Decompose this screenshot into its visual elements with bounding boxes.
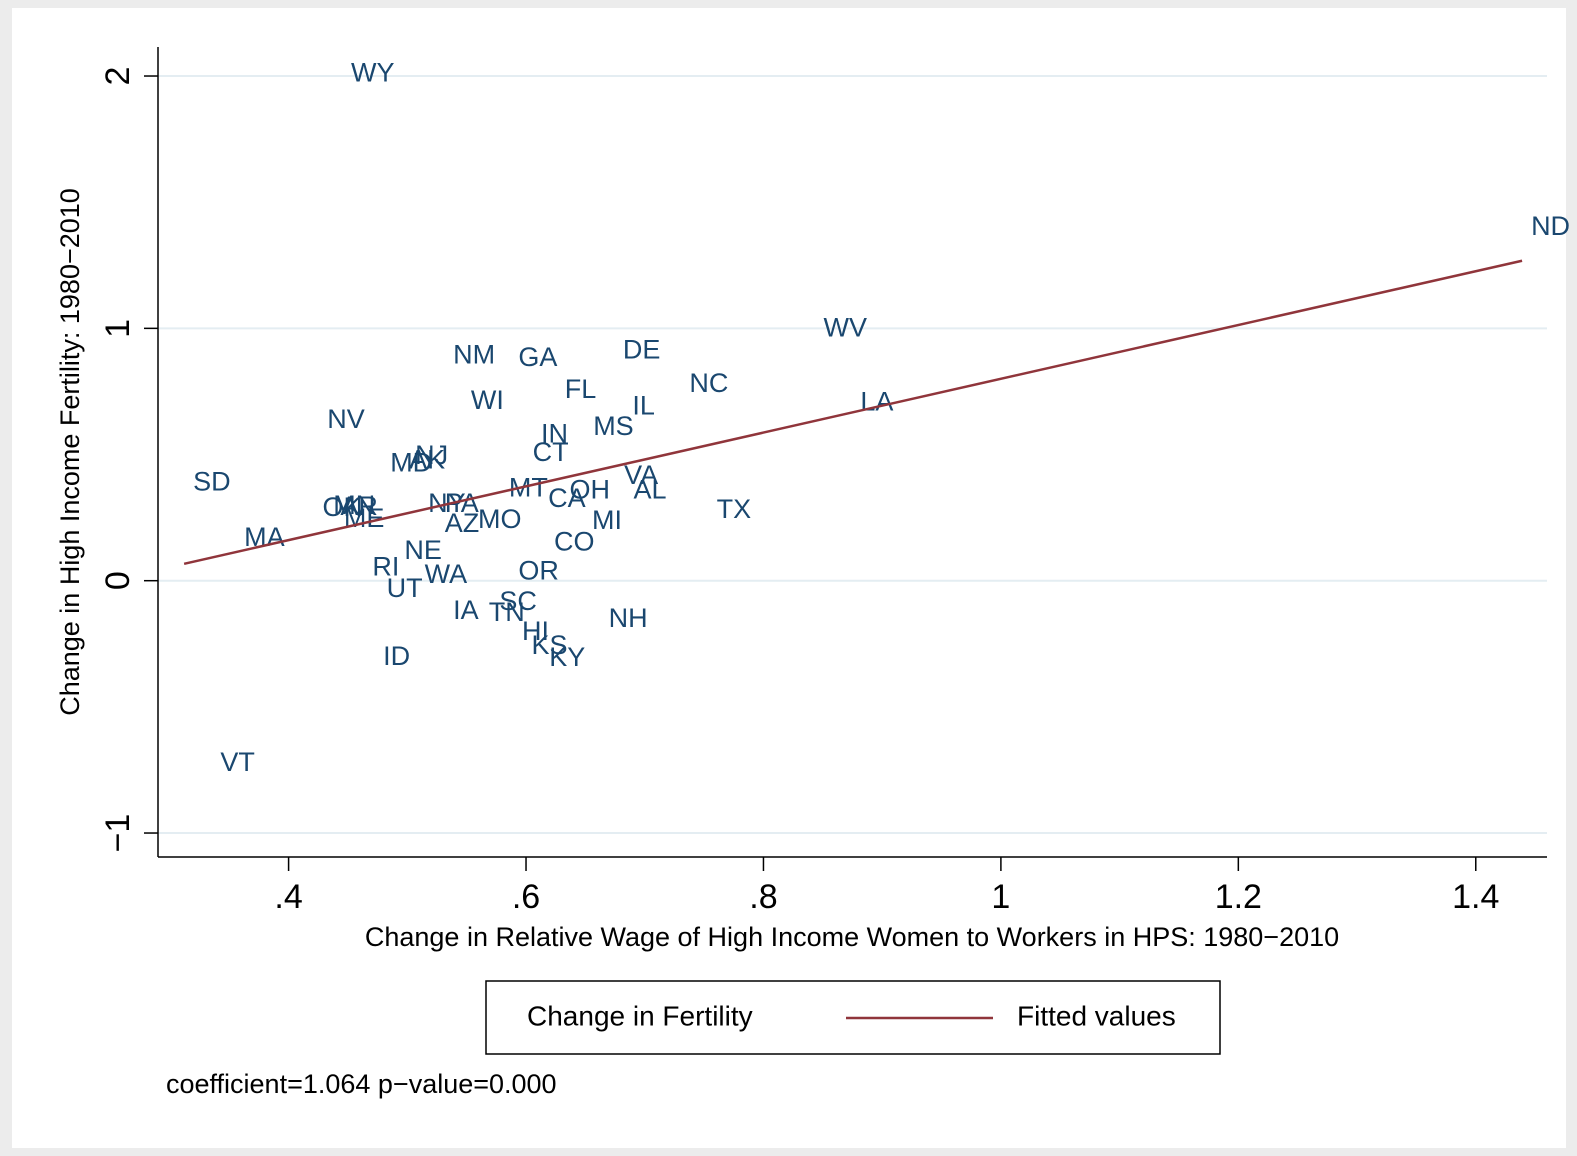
point-label: MD <box>390 448 432 478</box>
point-label: MO <box>478 504 522 534</box>
x-tick-label: 1 <box>991 878 1010 916</box>
point-label: VA <box>624 460 658 490</box>
x-tick-label: .8 <box>749 878 777 916</box>
point-label: SD <box>193 467 231 497</box>
point-label: LA <box>860 387 893 417</box>
point-label: GA <box>518 342 557 372</box>
point-label: ND <box>1531 211 1570 241</box>
point-label: AK <box>409 445 445 475</box>
y-tick-label: 0 <box>99 571 137 590</box>
x-tick-label: 1.2 <box>1215 878 1262 916</box>
point-label: HI <box>522 616 549 646</box>
point-label: KY <box>549 642 585 672</box>
point-label: CA <box>548 483 586 513</box>
point-label: CT <box>533 437 569 467</box>
point-label: IL <box>632 391 655 421</box>
legend-label: Fitted values <box>1017 1000 1176 1031</box>
point-label: NM <box>453 340 495 370</box>
point-label: ID <box>383 641 410 671</box>
point-label: FL <box>565 374 597 404</box>
point-label: WV <box>824 313 868 343</box>
point-label: DE <box>623 335 661 365</box>
point-label: WY <box>351 58 395 88</box>
legend-label: Change in Fertility <box>527 1000 753 1031</box>
point-label: MI <box>592 505 622 535</box>
point-label: IA <box>453 595 479 625</box>
point-label: OK <box>323 492 362 522</box>
point-label: NC <box>689 368 728 398</box>
point-label: CO <box>554 527 595 557</box>
y-axis-title: Change in High Income Fertility: 1980−20… <box>55 188 85 716</box>
point-label: NV <box>327 404 365 434</box>
point-label: AR <box>340 491 378 521</box>
point-label: NE <box>404 535 442 565</box>
note: coefficient=1.064 p−value=0.000 <box>166 1069 557 1099</box>
point-label: MN <box>333 490 375 520</box>
graph-region <box>12 8 1566 1148</box>
x-axis-title: Change in Relative Wage of High Income W… <box>365 922 1339 952</box>
point-label: OR <box>518 556 559 586</box>
point-label: VT <box>220 747 255 777</box>
point-label: AZ <box>445 508 480 538</box>
point-label: MA <box>244 522 285 552</box>
point-label: WI <box>471 385 504 415</box>
y-tick-label: 1 <box>99 319 137 338</box>
point-label: ME <box>344 503 385 533</box>
fitted-line <box>183 259 1523 566</box>
y-tick-label: −1 <box>99 814 137 853</box>
point-label: NH <box>609 603 648 633</box>
x-tick-label: 1.4 <box>1452 878 1499 916</box>
point-label: WA <box>425 559 468 589</box>
point-label: MS <box>593 411 634 441</box>
point-label: KS <box>531 630 567 660</box>
point-label: UT <box>387 573 423 603</box>
point-label: IN <box>541 419 568 449</box>
point-label: NJ <box>415 440 448 470</box>
point-label: TN <box>489 597 525 627</box>
point-label: RI <box>372 552 399 582</box>
x-tick-label: .4 <box>274 878 302 916</box>
y-tick-label: 2 <box>99 67 137 86</box>
x-tick-label: .6 <box>512 878 540 916</box>
point-label: TX <box>717 494 752 524</box>
point-label: NY <box>428 488 466 518</box>
point-label: AL <box>634 475 667 505</box>
point-label: SC <box>499 586 537 616</box>
point-label: OH <box>569 475 610 505</box>
